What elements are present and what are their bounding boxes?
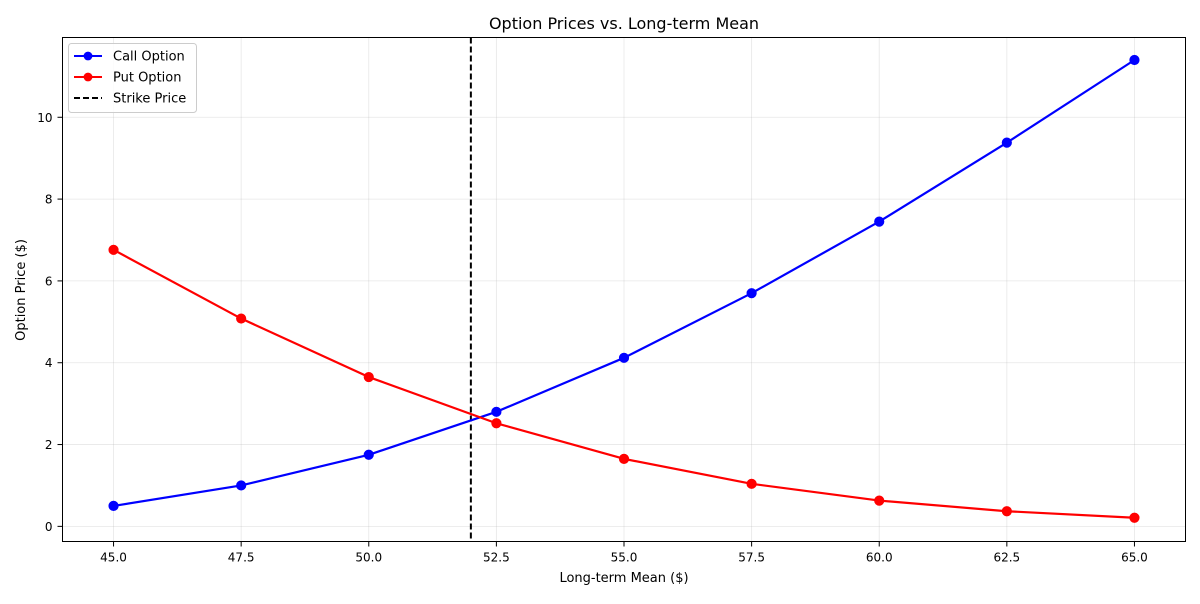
x-tick-label: 65.0 [1121,551,1148,565]
call-option-point [1001,137,1012,148]
x-tick-label: 50.0 [355,551,382,565]
y-tick-label: 8 [45,193,53,207]
y-tick-label: 0 [45,520,53,534]
legend-call-option-marker [83,51,93,61]
call-option-point [874,216,885,227]
put-option-point [1129,512,1140,523]
x-tick-label: 62.5 [993,551,1020,565]
call-option-point [1129,54,1140,66]
put-option-point [491,418,502,429]
call-option-point [363,449,374,460]
put-option-point [236,313,247,324]
x-tick-label: 57.5 [738,551,765,565]
y-tick-label: 2 [45,438,53,452]
call-option-point [108,500,119,512]
call-option-point [236,480,247,491]
x-tick-label: 47.5 [228,551,255,565]
legend-strike-price-label: Strike Price [113,92,186,107]
put-option-point [363,371,374,383]
put-option-point [1001,506,1012,517]
x-axis-label: Long-term Mean ($) [559,571,688,586]
grid-layer [62,37,1186,542]
y-tick-label: 10 [37,111,52,125]
call-option-point [746,288,757,299]
x-tick-label: 55.0 [611,551,638,565]
legend-frame [68,43,197,113]
series-layer [108,54,1140,523]
legend: Call Option Put Option Strike Price [68,43,197,113]
chart-title: Option Prices vs. Long-term Mean [489,14,759,33]
x-axis: 45.0 47.5 50.0 52.5 55.0 57.5 60.0 62.5 65.0 [100,541,1148,565]
y-axis-label: Option Price ($) [14,239,29,341]
legend-put-option-label: Put Option [113,71,181,86]
put-option-point [874,495,885,506]
y-tick-label: 4 [45,356,53,370]
y-tick-label: 6 [45,274,53,288]
x-tick-label: 52.5 [483,551,510,565]
put-option-point [108,244,119,255]
legend-put-option-marker [83,72,93,82]
put-option-point [618,453,630,464]
legend-call-option-label: Call Option [113,50,185,65]
x-tick-label: 60.0 [866,551,893,565]
y-axis: 0 2 4 6 8 10 [37,111,63,534]
call-option-point [491,406,502,417]
x-tick-label: 45.0 [100,551,127,565]
put-option-point [746,478,757,489]
call-option-point [618,352,630,363]
